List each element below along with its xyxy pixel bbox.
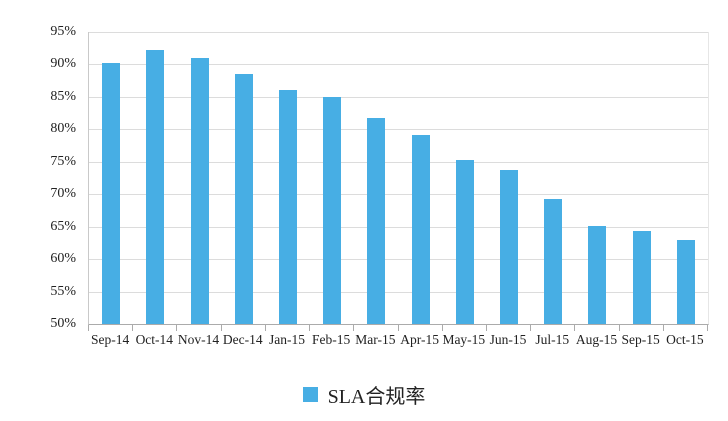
x-axis-tick [574,325,576,331]
bar-may-15 [455,160,474,324]
legend-label: SLA合规率 [327,386,426,408]
x-axis-label: Mar-15 [355,332,396,347]
y-axis-label: 75% [50,153,76,169]
x-axis-tick [88,325,89,331]
gridline-65 [89,226,708,228]
bar-sep-15 [632,230,651,324]
bar-jan-15 [278,90,297,324]
bar-sep-14 [102,63,121,324]
x-axis-tick [264,325,266,331]
x-axis-tick [176,325,178,331]
x-axis-label: Jan-15 [268,332,305,347]
legend: SLA合规率 [0,380,728,409]
y-axis-label: 95% [50,24,76,39]
x-axis-tick [441,325,443,331]
x-axis-tick [309,325,311,331]
gridline-55 [89,291,708,293]
legend-swatch [302,387,318,402]
y-axis-label: 70% [50,186,76,202]
x-axis-tick [220,325,222,331]
y-axis-label: 80% [50,121,76,137]
y-axis-label: 55% [50,283,76,299]
x-axis-label: Jul-15 [535,332,570,347]
x-axis-label: Feb-15 [312,332,351,347]
x-axis-label: Nov-14 [177,332,220,347]
x-axis-label: Apr-15 [400,332,439,347]
bar-jun-15 [500,169,519,324]
x-axis-label: Aug-15 [575,332,618,347]
y-axis-label: 50% [50,316,76,331]
gridline-80 [89,129,708,131]
gridline-85 [89,96,708,98]
x-axis-tick [485,325,487,331]
y-axis-label: 90% [50,56,76,72]
gridline-60 [89,259,708,261]
x-axis-label: Jun-15 [489,332,527,347]
bar-aug-15 [588,226,607,324]
x-axis-label: Sep-15 [621,332,660,347]
y-axis-label: 60% [50,251,76,267]
bar-oct-15 [676,240,695,324]
bar-oct-14 [146,49,165,324]
gridline-90 [89,64,708,66]
bar-apr-15 [411,135,430,324]
plot-area [88,32,709,325]
x-axis-label: Dec-14 [222,332,263,347]
gridline-75 [89,161,708,163]
bar-nov-14 [190,57,209,324]
x-axis-tick [707,325,708,331]
x-axis-label: Sep-14 [90,332,130,347]
x-axis-tick [662,325,664,331]
x-axis-label: Oct-14 [135,332,174,347]
x-axis-tick [353,325,355,331]
y-axis-label: 85% [50,88,76,104]
bar-dec-14 [234,73,253,324]
bar-mar-15 [367,117,386,324]
x-axis-label: Oct-15 [666,332,704,347]
gridline-95 [89,32,708,33]
gridline-70 [89,194,708,196]
bar-feb-15 [323,96,342,324]
x-axis-tick [618,325,620,331]
bar-jul-15 [544,199,563,324]
x-axis-tick [132,325,134,331]
x-axis-label: May-15 [442,332,486,347]
x-axis-tick [397,325,399,331]
y-axis-label: 65% [50,218,76,234]
x-axis-tick [530,325,532,331]
